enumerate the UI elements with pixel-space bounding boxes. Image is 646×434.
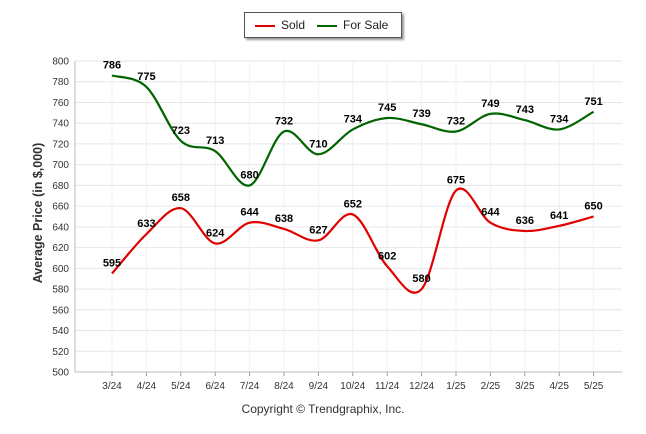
data-label-for-sale: 743 <box>516 104 534 116</box>
x-tick-label: 9/24 <box>309 381 329 392</box>
data-label-sold: 675 <box>447 175 465 187</box>
x-tick-label: 12/24 <box>409 381 434 392</box>
data-label-for-sale: 775 <box>137 71 155 83</box>
x-tick-label: 6/24 <box>205 381 225 392</box>
data-label-sold: 580 <box>412 273 430 285</box>
data-label-for-sale: 749 <box>481 98 499 110</box>
data-label-for-sale: 751 <box>584 96 602 108</box>
y-tick-label: 520 <box>52 347 69 358</box>
y-tick-label: 580 <box>52 285 69 296</box>
data-label-for-sale: 739 <box>412 108 430 120</box>
y-tick-label: 540 <box>52 326 69 337</box>
x-tick-label: 3/24 <box>102 381 122 392</box>
series-line-sold <box>111 187 594 294</box>
y-tick-label: 560 <box>52 305 69 316</box>
legend: Sold For Sale <box>244 12 402 38</box>
data-label-sold: 624 <box>206 227 225 239</box>
x-tick-label: 5/24 <box>171 381 191 392</box>
data-label-sold: 650 <box>584 201 602 213</box>
x-tick-label: 10/24 <box>340 381 365 392</box>
data-label-for-sale: 732 <box>275 115 293 127</box>
legend-forsale-label: For Sale <box>343 18 389 32</box>
x-tick-label: 2/25 <box>481 381 501 392</box>
data-label-sold: 644 <box>240 207 259 219</box>
x-tick-label: 1/25 <box>446 381 466 392</box>
x-tick-label: 5/25 <box>584 381 604 392</box>
y-tick-label: 500 <box>52 368 69 379</box>
y-tick-label: 700 <box>52 160 69 171</box>
data-label-sold: 595 <box>103 258 121 270</box>
x-tick-label: 4/24 <box>137 381 157 392</box>
data-label-sold: 641 <box>550 210 568 222</box>
data-label-for-sale: 680 <box>240 169 258 181</box>
data-label-for-sale: 732 <box>447 115 465 127</box>
y-axis-label: Average Price (in $,000) <box>31 142 45 284</box>
data-label-for-sale: 734 <box>344 113 363 125</box>
data-label-sold: 627 <box>309 224 327 236</box>
legend-sold-label: Sold <box>281 18 306 32</box>
data-label-sold: 633 <box>137 218 155 230</box>
data-label-for-sale: 734 <box>550 113 569 125</box>
data-label-for-sale: 713 <box>206 135 224 147</box>
data-label-sold: 644 <box>481 207 500 219</box>
y-tick-label: 640 <box>52 222 69 233</box>
data-label-for-sale: 745 <box>378 102 396 114</box>
y-tick-label: 660 <box>52 202 69 213</box>
y-tick-label: 600 <box>52 264 69 275</box>
data-label-for-sale: 723 <box>172 125 190 137</box>
copyright-text: Copyright © Trendgraphix, Inc. <box>241 402 405 416</box>
y-tick-label: 720 <box>52 139 69 150</box>
data-label-sold: 638 <box>275 213 293 225</box>
legend-forsale-swatch <box>317 25 337 27</box>
y-tick-label: 680 <box>52 181 69 192</box>
data-label-sold: 652 <box>344 198 362 210</box>
y-tick-label: 620 <box>52 243 69 254</box>
x-tick-label: 8/24 <box>274 381 294 392</box>
x-tick-label: 3/25 <box>515 381 535 392</box>
data-label-sold: 658 <box>172 192 190 204</box>
data-label-for-sale: 710 <box>309 138 327 150</box>
series-line-for-sale <box>111 74 595 187</box>
y-tick-label: 760 <box>52 98 69 109</box>
data-label-for-sale: 786 <box>103 60 121 72</box>
y-tick-label: 800 <box>52 57 69 68</box>
legend-sold-swatch <box>255 25 275 27</box>
x-tick-label: 11/24 <box>375 381 400 392</box>
y-tick-label: 780 <box>52 77 69 88</box>
x-tick-label: 4/25 <box>549 381 569 392</box>
x-tick-label: 7/24 <box>240 381 260 392</box>
data-label-sold: 636 <box>516 215 534 227</box>
y-tick-label: 740 <box>52 119 69 130</box>
data-label-sold: 602 <box>378 250 396 262</box>
